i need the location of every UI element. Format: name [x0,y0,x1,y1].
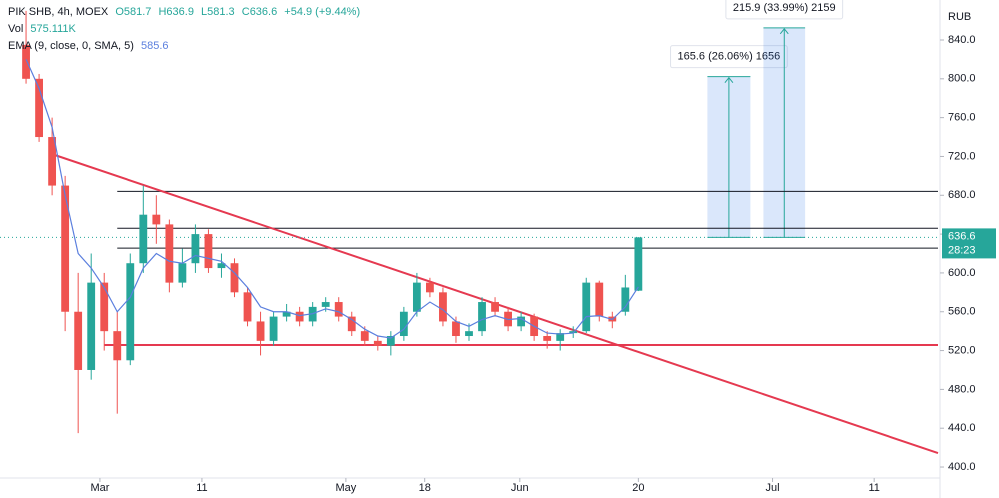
candle-body [87,282,96,370]
candle-body [126,263,135,361]
y-tick-label: 400.0 [948,461,976,473]
candle-body [556,333,565,341]
x-tick-label: 11 [868,482,879,494]
candle-body [61,185,70,312]
symbol: PIK SHB, 4h, MOEX [8,6,109,18]
y-tick-label: 480.0 [948,383,976,395]
x-tick-label: May [335,482,356,494]
candle-body [360,331,369,341]
candle-body [491,302,499,312]
ohlc: H636.9 [158,6,194,18]
y-tick-label: 440.0 [948,422,976,434]
change: +54.9 (+9.44%) [284,6,361,18]
ema-line [25,59,639,339]
y-tick-label: 680.0 [948,189,976,201]
measure-label: 165.6 (26.06%) 1656 [678,51,781,63]
measure-label-bg [670,45,788,69]
legend-line: PIK SHB, 4h, MOEX O581.7 H636.9 L581.3 C… [8,6,364,18]
candle-body [373,340,382,346]
candle-body [191,234,200,264]
y-tick-label: 760.0 [948,112,976,124]
legend-line: EMA (9, close, 0, SMA, 5) 585.6 [8,40,173,52]
ohlc: C636.6 [241,6,278,18]
candle-body [412,282,421,312]
candle-body [621,287,630,312]
candle-body [230,263,239,293]
vol-label: Vol [8,23,24,35]
x-tick-label: 11 [196,482,207,494]
candle-body [634,237,643,291]
candle-body [517,316,526,327]
ema-value: 585.6 [141,40,169,52]
ohlc: O581.7 [115,6,152,18]
candle-body [399,311,408,337]
legend-line: Vol 575.111K [8,23,80,35]
measure-arrowhead [724,76,734,83]
candle-body [465,331,473,337]
candle-body [204,234,213,269]
candle-body [256,321,265,341]
candle-body [165,224,174,283]
candle-body [321,302,330,307]
candle-body [543,336,552,341]
candle-body [178,263,187,283]
candle-body [269,316,278,341]
measure-label-bg [725,0,844,20]
candle-body [113,331,122,361]
candle-body [452,321,460,337]
currency: RUB [948,11,972,23]
y-tick-label: 800.0 [948,73,976,85]
candle-body [48,137,57,186]
ohlc: L581.3 [201,6,235,18]
y-tick-label: 600.0 [948,267,976,279]
candle-body [22,44,30,79]
x-tick-label: Jun [511,482,529,494]
price-tag-label: 636.6 [948,230,976,242]
x-tick-label: 18 [419,482,431,494]
candle-body [386,336,395,346]
candle-body [426,282,434,293]
candle-body [595,282,604,317]
candle-body [569,331,578,334]
candle-body [35,78,43,138]
y-tick-label: 520.0 [948,344,976,356]
candle-body [295,311,304,322]
vol-value: 575.111K [30,23,76,35]
candle-body [217,263,226,269]
candle-body [100,282,109,332]
candle-body [243,292,252,322]
candle-body [282,311,291,317]
candle-body [139,214,148,264]
y-tick-label: 560.0 [948,306,976,318]
y-tick-label: 840.0 [948,34,976,46]
x-tick-label: Mar [90,482,109,494]
price-tag [942,228,996,259]
price-tag-countdown: 28:23 [948,244,976,256]
candle-body [152,214,161,225]
candle-body [334,302,343,317]
x-tick-label: 20 [632,482,644,494]
measure-arrowhead [779,28,789,35]
candle-body [582,282,591,332]
candle-body [347,316,356,332]
candle-body [478,302,486,332]
ema-label: EMA (9, close, 0, SMA, 5) [8,40,134,52]
candle-body [74,311,83,370]
candle-body [439,292,447,322]
measure-label: 215.9 (33.99%) 2159 [733,2,836,14]
x-tick-label: Jul [766,482,780,494]
y-tick-label: 720.0 [948,150,976,162]
